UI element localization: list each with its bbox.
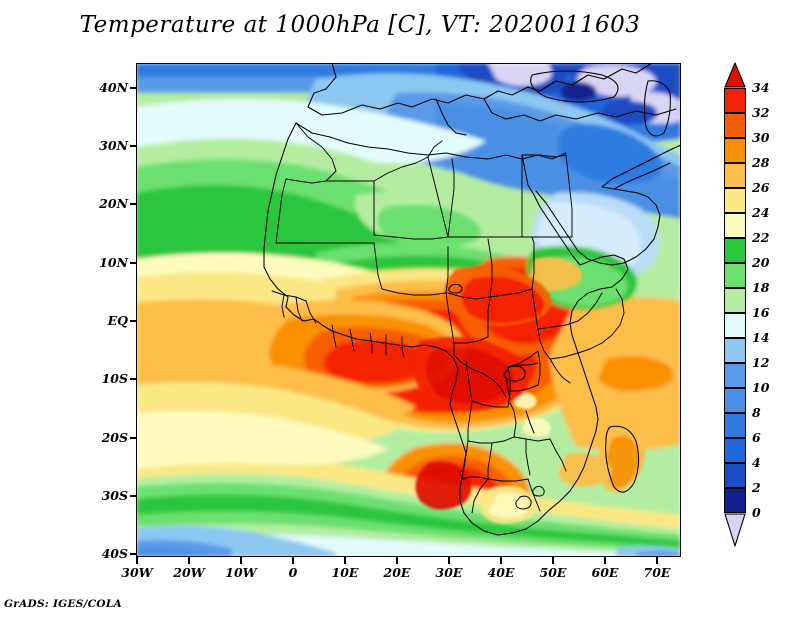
y-tick (130, 553, 137, 555)
x-tick-label: 50E (539, 565, 567, 580)
colorbar-tick-label: 32 (752, 105, 770, 120)
x-tick-label: 20W (173, 565, 205, 580)
x-tick-label: 30E (435, 565, 463, 580)
colorbar-band (724, 413, 746, 438)
y-tick-label: 20N (99, 196, 128, 211)
colorbar-tick-label: 10 (752, 380, 770, 395)
colorbar-band (724, 188, 746, 213)
colorbar-band (724, 388, 746, 413)
y-tick-label: 10S (101, 371, 128, 386)
colorbar-tick-label: 12 (752, 355, 770, 370)
colorbar-tick-label: 18 (752, 280, 770, 295)
x-tick (396, 557, 398, 564)
y-tick (130, 203, 137, 205)
y-tick-label: 40N (99, 80, 128, 95)
x-tick (188, 557, 190, 564)
colorbar: 34 32 30 28 26 24 22 20 18 16 14 12 10 8… (724, 62, 798, 548)
y-tick (130, 378, 137, 380)
colorbar-tick-label: 22 (752, 230, 770, 245)
colorbar-band (724, 463, 746, 488)
colorbar-tick-label: 28 (752, 155, 770, 170)
colorbar-tick-label: 8 (752, 405, 761, 420)
x-tick (344, 557, 346, 564)
x-tick-label: 10W (225, 565, 257, 580)
colorbar-tick-label: 2 (752, 480, 761, 495)
y-tick-label: 10N (99, 255, 128, 270)
colorbar-band (724, 213, 746, 238)
colorbar-under-arrow (724, 513, 746, 547)
x-tick (240, 557, 242, 564)
colorbar-tick-label: 24 (752, 205, 770, 220)
x-tick (500, 557, 502, 564)
x-tick-label: 70E (643, 565, 671, 580)
x-tick-label: 20E (383, 565, 411, 580)
x-tick-label: 10E (331, 565, 359, 580)
colorbar-tick-label: 16 (752, 305, 770, 320)
y-tick (130, 437, 137, 439)
page-title: Temperature at 1000hPa [C], VT: 20200116… (79, 12, 641, 38)
y-tick-label: 20S (101, 430, 128, 445)
colorbar-tick-label: 4 (752, 455, 761, 470)
colorbar-band (724, 88, 746, 113)
colorbar-tick-label: 34 (752, 80, 770, 95)
y-tick-label: 30S (101, 488, 128, 503)
y-tick (130, 87, 137, 89)
colorbar-band (724, 338, 746, 363)
y-tick (130, 495, 137, 497)
x-tick (136, 557, 138, 564)
colorbar-band (724, 313, 746, 338)
colorbar-band (724, 288, 746, 313)
map-plot-area (136, 63, 681, 557)
x-tick (656, 557, 658, 564)
colorbar-tick-label: 20 (752, 255, 770, 270)
colorbar-band (724, 113, 746, 138)
x-tick-label: 40E (487, 565, 515, 580)
colorbar-band (724, 488, 746, 513)
x-tick-label: 60E (591, 565, 619, 580)
y-tick-label: 30N (99, 138, 128, 153)
colorbar-tick-label: 26 (752, 180, 770, 195)
y-tick (130, 320, 137, 322)
colorbar-band (724, 263, 746, 288)
y-tick (130, 262, 137, 264)
y-tick-label: EQ (107, 313, 128, 328)
x-tick-label: 30W (121, 565, 153, 580)
x-tick (604, 557, 606, 564)
x-tick (448, 557, 450, 564)
credit-text: GrADS: IGES/COLA (4, 598, 122, 610)
colorbar-over-arrow (724, 62, 746, 88)
colorbar-band (724, 238, 746, 263)
colorbar-band (724, 138, 746, 163)
colorbar-band (724, 438, 746, 463)
colorbar-tick-label: 6 (752, 430, 761, 445)
colorbar-tick-label: 14 (752, 330, 770, 345)
x-tick-label: 0 (288, 565, 298, 580)
y-tick-label: 40S (101, 546, 128, 561)
colorbar-tick-label: 30 (752, 130, 770, 145)
y-tick (130, 145, 137, 147)
temperature-heatmap (136, 63, 681, 557)
x-tick (292, 557, 294, 564)
x-tick (552, 557, 554, 564)
colorbar-band (724, 363, 746, 388)
colorbar-band (724, 163, 746, 188)
colorbar-tick-label: 0 (752, 505, 761, 520)
